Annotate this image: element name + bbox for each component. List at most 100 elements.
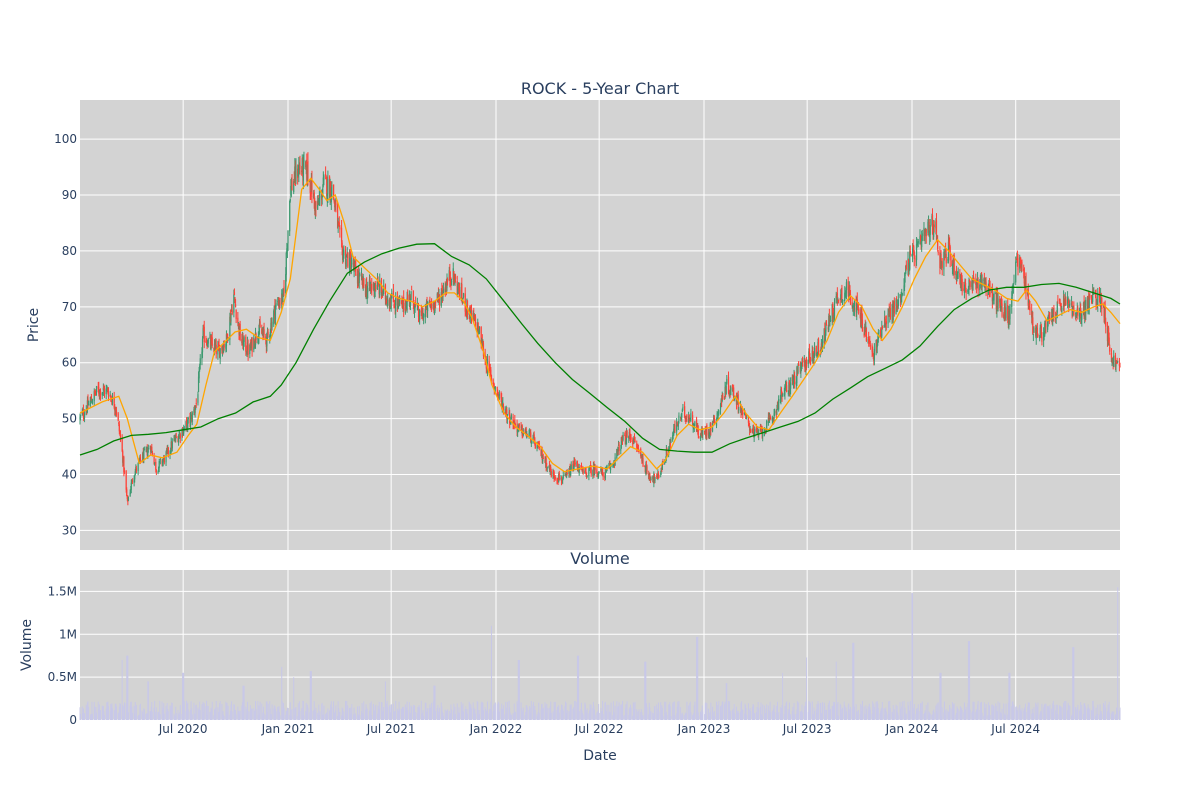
candle-body [496,386,498,395]
candle-body [286,245,289,252]
candle-body [298,164,300,174]
volume-bar [716,713,718,720]
volume-bar [255,709,257,720]
volume-bar [127,655,129,720]
candle-body [510,420,512,425]
volume-bar [546,707,548,720]
candle-body [968,280,970,290]
candle-body [1108,337,1110,346]
volume-bar [80,714,82,720]
volume-bar [210,707,212,720]
candle-body [1056,313,1058,315]
volume-bar [992,705,994,720]
volume-bar [173,713,175,720]
volume-bar [1107,704,1109,720]
candle-body [589,465,592,470]
volume-bar [159,700,161,720]
volume-bar [983,702,985,720]
candle-body [225,344,227,349]
volume-bar [498,703,500,720]
candle-body [358,274,360,284]
volume-bar [440,702,442,720]
volume-bar [937,702,939,720]
volume-bar [338,708,340,720]
candle-body [963,288,965,291]
volume-bar [668,704,670,720]
volume-bar [584,702,586,720]
candle-body [1049,317,1051,320]
volume-bar [127,712,129,720]
candle-body [1089,295,1091,298]
volume-bar [206,700,208,720]
candle-body [374,288,376,295]
candle-body [301,170,303,172]
volume-bar [1024,707,1026,720]
candle-body [413,310,416,313]
candle-body [620,449,622,451]
volume-bar [908,705,910,720]
candle-body [326,176,328,197]
candle-body [804,359,806,369]
candle-body [397,301,399,308]
candle-body [333,199,335,202]
volume-bar [1072,647,1074,720]
volume-bar [692,714,694,720]
candle-body [953,254,955,275]
volume-bar [1036,715,1038,720]
volume-bar [977,704,979,720]
candle-body [327,178,329,196]
candle-body [501,398,503,409]
volume-bar [211,701,213,720]
volume-bar [485,709,487,720]
volume-bar [1087,708,1089,720]
candle-body [528,433,530,436]
volume-bar [913,707,915,720]
candle-body [355,265,357,276]
candle-body [291,180,293,190]
volume-bar [754,713,756,720]
volume-bar [466,709,468,720]
candle-body [952,266,954,271]
volume-bar [497,701,499,720]
volume-bar [805,706,807,720]
volume-bar [909,710,911,720]
volume-bar [331,707,333,720]
volume-bar [237,712,239,720]
candle-body [348,252,351,269]
volume-bar [134,702,136,720]
candle-body [743,413,746,414]
volume-bar [828,700,830,720]
candle-body [405,301,407,310]
volume-bar [472,702,474,720]
volume-bar [880,710,882,720]
volume-bar [1051,708,1053,720]
candle-body [442,288,445,293]
candle-body [269,335,271,338]
volume-bar [949,707,951,720]
price-y-tick-label: 70 [62,300,77,314]
candle-body [159,459,161,461]
volume-bar [798,702,800,720]
candle-body [261,328,263,334]
volume-bar [800,712,802,720]
candle-body [95,386,98,393]
volume-bar [991,704,993,720]
candle-body [299,164,301,170]
candle-body [297,168,299,178]
candle-body [836,292,838,301]
volume-bar [609,711,611,720]
volume-bar [572,709,574,720]
candle-body [924,232,926,236]
candle-body [578,466,580,474]
volume-bar [310,671,312,720]
volume-bar [378,701,380,720]
volume-bar [835,661,837,720]
candle-body [815,345,817,356]
volume-bar [470,704,472,720]
volume-bar [697,712,699,720]
candle-body [580,465,583,468]
candle-body [82,408,85,417]
volume-bar [594,714,596,720]
volume-bar [118,713,120,720]
candle-body [1071,301,1073,317]
